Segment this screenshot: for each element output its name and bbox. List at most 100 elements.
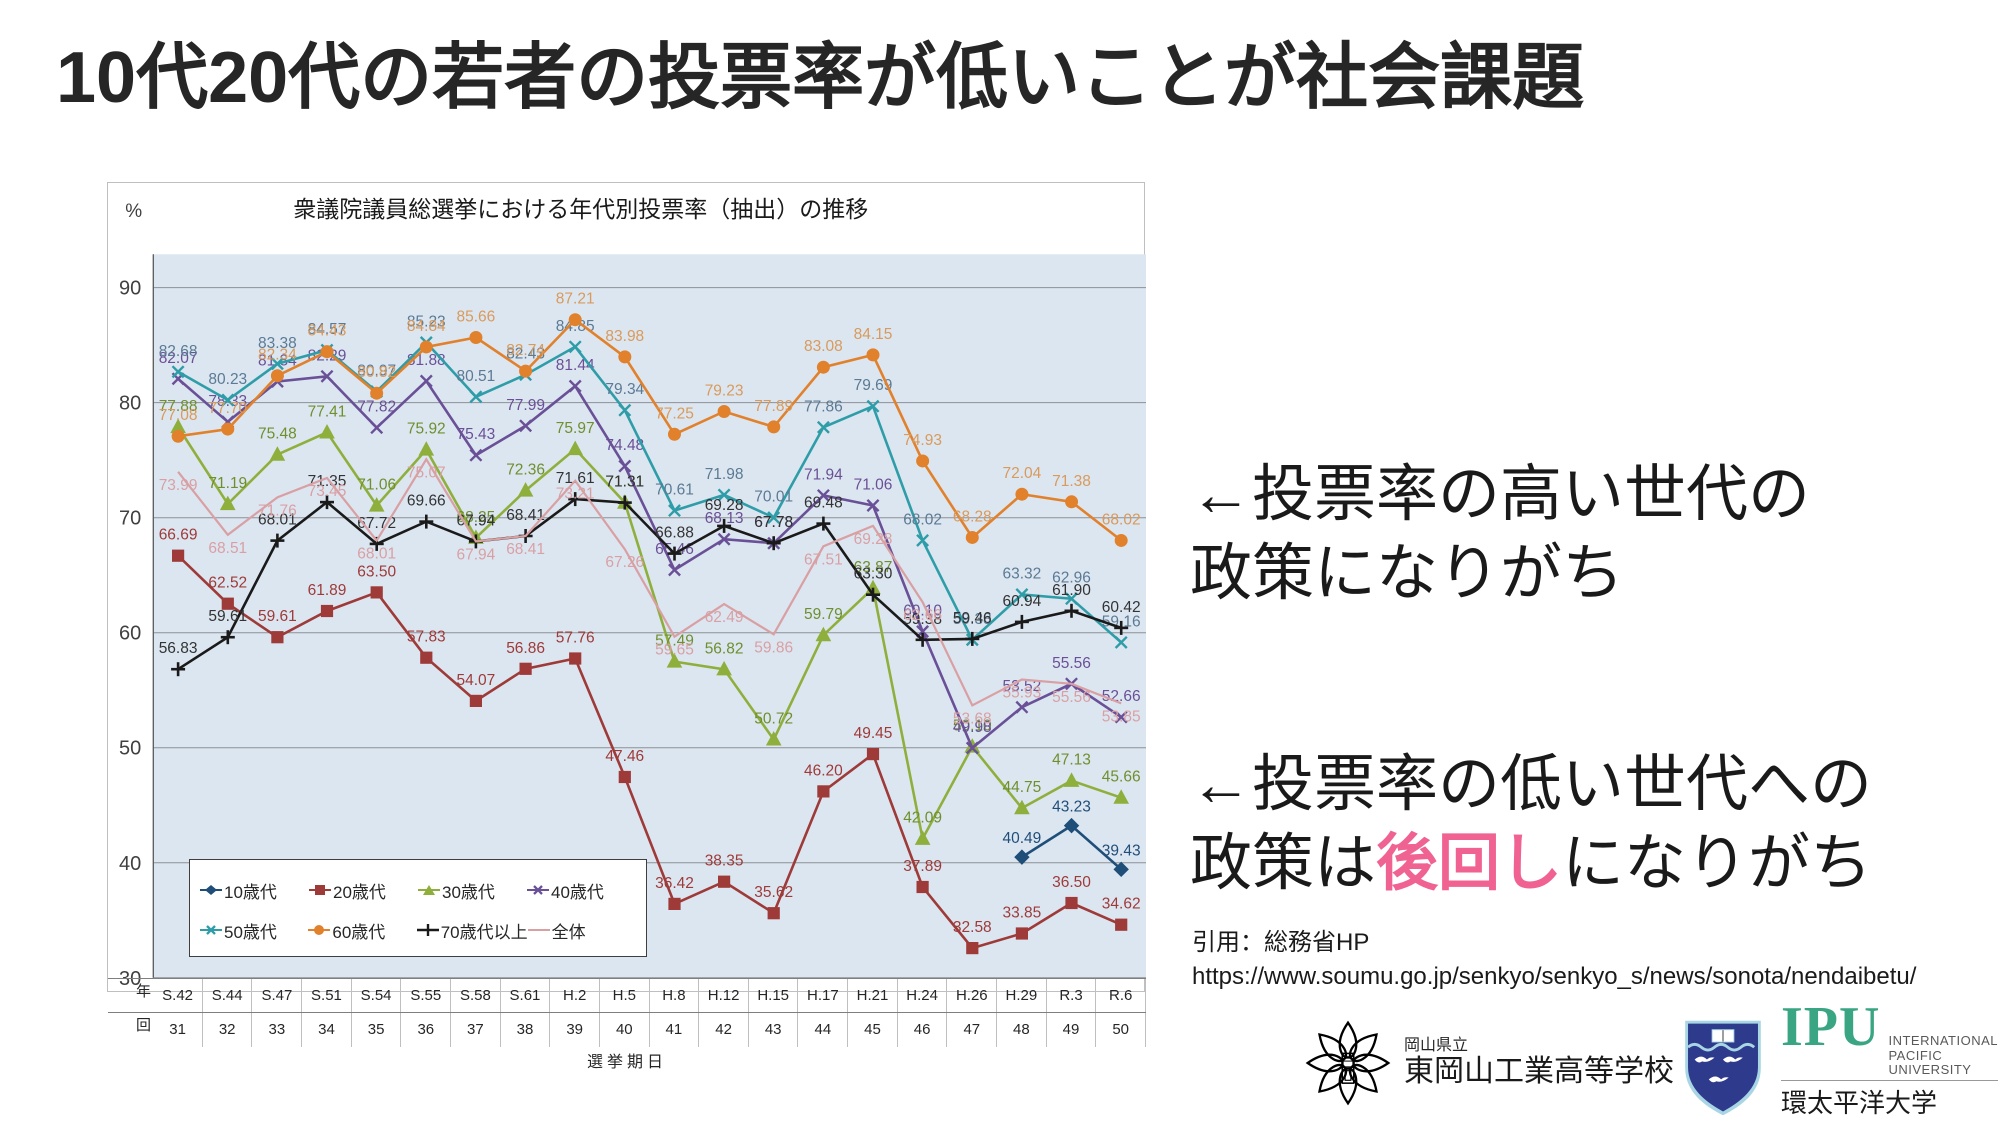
svg-text:77.86: 77.86 — [804, 398, 843, 415]
svg-text:80.23: 80.23 — [208, 371, 247, 388]
svg-text:53.85: 53.85 — [1102, 708, 1141, 725]
svg-text:72.36: 72.36 — [506, 462, 545, 479]
svg-text:56.86: 56.86 — [506, 640, 545, 657]
svg-text:40.49: 40.49 — [1003, 830, 1042, 847]
svg-text:90: 90 — [119, 278, 141, 300]
svg-text:73.21: 73.21 — [556, 486, 595, 503]
svg-text:68.41: 68.41 — [506, 541, 545, 558]
svg-text:63.50: 63.50 — [357, 563, 396, 580]
svg-text:84.43: 84.43 — [308, 323, 347, 340]
svg-text:75.48: 75.48 — [258, 426, 297, 443]
svg-text:55.93: 55.93 — [1003, 685, 1042, 702]
svg-text:60.42: 60.42 — [1102, 599, 1141, 616]
svg-text:59.79: 59.79 — [804, 606, 843, 623]
svg-text:84.15: 84.15 — [854, 326, 893, 343]
svg-text:69.28: 69.28 — [705, 497, 744, 514]
svg-text:73.99: 73.99 — [159, 477, 198, 494]
svg-text:42.09: 42.09 — [903, 810, 942, 827]
svg-text:82.74: 82.74 — [506, 342, 545, 359]
svg-text:77.08: 77.08 — [159, 407, 198, 424]
svg-text:44.75: 44.75 — [1003, 779, 1042, 796]
svg-text:67.78: 67.78 — [754, 514, 793, 531]
svg-text:63.30: 63.30 — [854, 566, 893, 583]
svg-text:69.28: 69.28 — [854, 531, 893, 548]
svg-text:45.66: 45.66 — [1102, 769, 1141, 786]
svg-text:35.62: 35.62 — [754, 884, 793, 901]
svg-text:37.89: 37.89 — [903, 858, 942, 875]
svg-text:74.93: 74.93 — [903, 432, 942, 449]
svg-text:71.94: 71.94 — [804, 466, 843, 483]
svg-text:36.50: 36.50 — [1052, 874, 1091, 891]
svg-text:59.61: 59.61 — [208, 608, 247, 625]
svg-text:84.84: 84.84 — [407, 318, 446, 335]
svg-text:62.52: 62.52 — [208, 575, 247, 592]
svg-text:80: 80 — [119, 393, 141, 415]
svg-text:50.72: 50.72 — [754, 711, 793, 728]
svg-text:83.08: 83.08 — [804, 338, 843, 355]
svg-text:53.68: 53.68 — [953, 710, 992, 727]
svg-text:57.76: 57.76 — [556, 630, 595, 647]
svg-text:71.06: 71.06 — [357, 477, 396, 494]
svg-text:75.43: 75.43 — [457, 426, 496, 443]
svg-text:77.70: 77.70 — [208, 400, 247, 417]
svg-text:60.94: 60.94 — [1003, 593, 1042, 610]
svg-text:62.66: 62.66 — [903, 607, 942, 624]
svg-text:71.19: 71.19 — [208, 475, 247, 492]
svg-text:56.83: 56.83 — [159, 640, 198, 657]
svg-text:63.32: 63.32 — [1003, 566, 1042, 583]
svg-text:83.98: 83.98 — [605, 328, 644, 345]
svg-text:85.66: 85.66 — [457, 309, 496, 326]
svg-text:59.61: 59.61 — [258, 608, 297, 625]
svg-text:61.90: 61.90 — [1052, 582, 1091, 599]
svg-text:32.58: 32.58 — [953, 919, 992, 936]
svg-text:77.89: 77.89 — [754, 398, 793, 415]
svg-text:50: 50 — [119, 738, 141, 760]
svg-text:87.21: 87.21 — [556, 291, 595, 308]
svg-text:61.89: 61.89 — [308, 582, 347, 599]
svg-text:68.02: 68.02 — [1102, 511, 1141, 528]
svg-text:衆議院議員総選挙における年代別投票率（抽出）の推移: 衆議院議員総選挙における年代別投票率（抽出）の推移 — [293, 196, 868, 222]
svg-text:70.61: 70.61 — [655, 482, 694, 499]
svg-text:71.98: 71.98 — [705, 466, 744, 483]
svg-text:75.92: 75.92 — [407, 421, 446, 438]
svg-text:56.82: 56.82 — [705, 640, 744, 657]
svg-text:71.31: 71.31 — [605, 474, 644, 491]
svg-text:59.46: 59.46 — [953, 610, 992, 627]
svg-text:60: 60 — [119, 623, 141, 645]
svg-text:68.51: 68.51 — [208, 540, 247, 557]
svg-text:68.28: 68.28 — [953, 509, 992, 526]
svg-text:79.34: 79.34 — [605, 381, 644, 398]
svg-text:33.85: 33.85 — [1003, 905, 1042, 922]
svg-text:67.26: 67.26 — [605, 554, 644, 571]
svg-text:71.61: 71.61 — [556, 470, 595, 487]
svg-text:80.51: 80.51 — [457, 368, 496, 385]
svg-text:69.66: 69.66 — [407, 493, 446, 510]
svg-text:62.49: 62.49 — [705, 609, 744, 626]
svg-text:68.01: 68.01 — [357, 546, 396, 563]
svg-text:59.86: 59.86 — [754, 639, 793, 656]
svg-text:57.83: 57.83 — [407, 629, 446, 646]
svg-text:43.23: 43.23 — [1052, 799, 1091, 816]
svg-text:75.97: 75.97 — [556, 420, 595, 437]
svg-text:71.76: 71.76 — [258, 502, 297, 519]
svg-text:59.65: 59.65 — [655, 642, 694, 659]
svg-text:73.45: 73.45 — [308, 483, 347, 500]
svg-text:82.68: 82.68 — [159, 343, 198, 360]
svg-text:82.34: 82.34 — [258, 347, 297, 364]
svg-text:77.82: 77.82 — [357, 399, 396, 416]
svg-text:77.25: 77.25 — [655, 405, 694, 422]
svg-text:54.07: 54.07 — [457, 672, 496, 689]
svg-text:70: 70 — [119, 508, 141, 530]
svg-text:75.07: 75.07 — [407, 464, 446, 481]
svg-text:70.01: 70.01 — [754, 489, 793, 506]
svg-text:47.13: 47.13 — [1052, 752, 1091, 769]
svg-text:77.99: 77.99 — [506, 397, 545, 414]
svg-text:40: 40 — [119, 853, 141, 875]
svg-text:%: % — [125, 201, 142, 222]
svg-text:66.69: 66.69 — [159, 527, 198, 544]
svg-text:71.38: 71.38 — [1052, 473, 1091, 490]
svg-text:55.56: 55.56 — [1052, 689, 1091, 706]
svg-text:67.51: 67.51 — [804, 551, 843, 568]
svg-text:55.56: 55.56 — [1052, 655, 1091, 672]
svg-text:79.23: 79.23 — [705, 383, 744, 400]
